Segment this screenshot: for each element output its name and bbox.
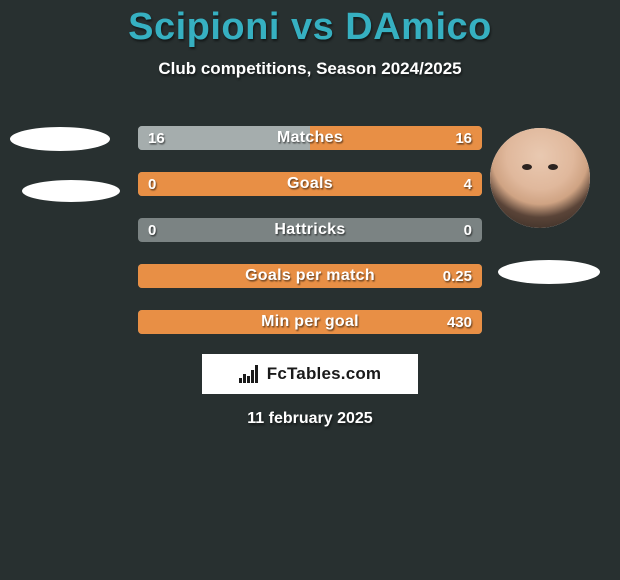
stats-bars: 16 Matches 16 0 Goals 4 0 Hattricks 0 Go… — [138, 126, 482, 356]
stat-value-right: 430 — [447, 310, 472, 334]
stat-value-right: 0.25 — [443, 264, 472, 288]
page-subtitle: Club competitions, Season 2024/2025 — [0, 59, 620, 79]
stat-value-right: 16 — [455, 126, 472, 150]
player-right-avatar — [490, 128, 590, 228]
stat-label: Goals — [138, 172, 482, 196]
player-right-face — [490, 128, 590, 228]
stat-value-right: 0 — [464, 218, 472, 242]
date-text: 11 february 2025 — [0, 410, 620, 428]
player-left-avatar-placeholder-2 — [22, 180, 120, 202]
player-left-avatar-placeholder — [10, 127, 110, 151]
brand-text: FcTables.com — [267, 364, 382, 384]
stat-row-goals: 0 Goals 4 — [138, 172, 482, 196]
stat-label: Goals per match — [138, 264, 482, 288]
stat-row-matches: 16 Matches 16 — [138, 126, 482, 150]
stat-row-min-per-goal: Min per goal 430 — [138, 310, 482, 334]
stat-row-goals-per-match: Goals per match 0.25 — [138, 264, 482, 288]
player-right-avatar-placeholder — [498, 260, 600, 284]
stat-label: Hattricks — [138, 218, 482, 242]
bar-chart-icon — [239, 365, 261, 383]
stat-label: Min per goal — [138, 310, 482, 334]
stat-value-right: 4 — [464, 172, 472, 196]
stat-label: Matches — [138, 126, 482, 150]
brand-box[interactable]: FcTables.com — [202, 354, 418, 394]
page-title: Scipioni vs DAmico — [0, 0, 620, 49]
stat-row-hattricks: 0 Hattricks 0 — [138, 218, 482, 242]
